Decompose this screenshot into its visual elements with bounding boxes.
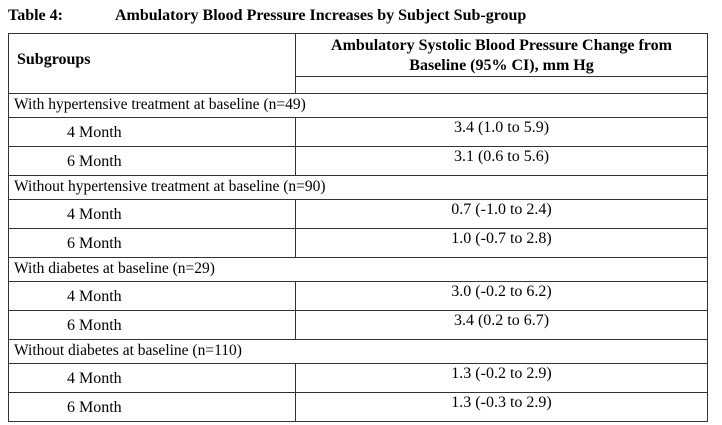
group-label-with-diabetes: With diabetes at baseline (n=29) xyxy=(8,257,708,282)
table-row: 4 Month 3.0 (-0.2 to 6.2) xyxy=(8,281,708,311)
bp-change-value: 0.7 (-1.0 to 2.4) xyxy=(295,199,708,229)
table-header-row: Subgroups Ambulatory Systolic Blood Pres… xyxy=(8,33,708,94)
bp-change-value: 3.0 (-0.2 to 6.2) xyxy=(295,281,708,311)
group-label-hypertensive-treatment: With hypertensive treatment at baseline … xyxy=(8,93,708,118)
bp-change-value: 3.4 (0.2 to 6.7) xyxy=(295,310,708,340)
bp-change-value: 3.1 (0.6 to 5.6) xyxy=(295,146,708,176)
table-row: 4 Month 3.4 (1.0 to 5.9) xyxy=(8,117,708,147)
column-header-subgroups: Subgroups xyxy=(8,33,296,94)
bp-change-value: 1.3 (-0.3 to 2.9) xyxy=(295,392,708,422)
group-label-no-hypertensive-treatment: Without hypertensive treatment at baseli… xyxy=(8,175,708,200)
table-row: 6 Month 3.1 (0.6 to 5.6) xyxy=(8,146,708,176)
ambulatory-bp-table: Subgroups Ambulatory Systolic Blood Pres… xyxy=(8,33,708,422)
bp-change-value: 1.3 (-0.2 to 2.9) xyxy=(295,363,708,393)
table-row: 4 Month 0.7 (-1.0 to 2.4) xyxy=(8,199,708,229)
header-empty-cell xyxy=(295,76,708,94)
group-label-without-diabetes: Without diabetes at baseline (n=110) xyxy=(8,339,708,364)
period-label: 4 Month xyxy=(8,281,296,311)
bp-change-value: 3.4 (1.0 to 5.9) xyxy=(295,117,708,147)
table-caption-text: Ambulatory Blood Pressure Increases by S… xyxy=(115,7,527,24)
period-label: 4 Month xyxy=(8,117,296,147)
table-row: 6 Month 3.4 (0.2 to 6.7) xyxy=(8,310,708,340)
bp-change-value: 1.0 (-0.7 to 2.8) xyxy=(295,228,708,258)
period-label: 6 Month xyxy=(8,228,296,258)
table-row: 4 Month 1.3 (-0.2 to 2.9) xyxy=(8,363,708,393)
column-header-value: Ambulatory Systolic Blood Pressure Chang… xyxy=(295,33,708,77)
group-header-row: With diabetes at baseline (n=29) xyxy=(8,257,708,282)
table-caption-number: Table 4: xyxy=(8,7,63,24)
table-row: 6 Month 1.3 (-0.3 to 2.9) xyxy=(8,392,708,422)
period-label: 6 Month xyxy=(8,310,296,340)
table-caption: Table 4: Ambulatory Blood Pressure Increa… xyxy=(8,7,526,25)
group-header-row: With hypertensive treatment at baseline … xyxy=(8,93,708,118)
group-header-row: Without diabetes at baseline (n=110) xyxy=(8,339,708,364)
group-header-row: Without hypertensive treatment at baseli… xyxy=(8,175,708,200)
period-label: 6 Month xyxy=(8,146,296,176)
period-label: 4 Month xyxy=(8,363,296,393)
period-label: 4 Month xyxy=(8,199,296,229)
period-label: 6 Month xyxy=(8,392,296,422)
table-row: 6 Month 1.0 (-0.7 to 2.8) xyxy=(8,228,708,258)
